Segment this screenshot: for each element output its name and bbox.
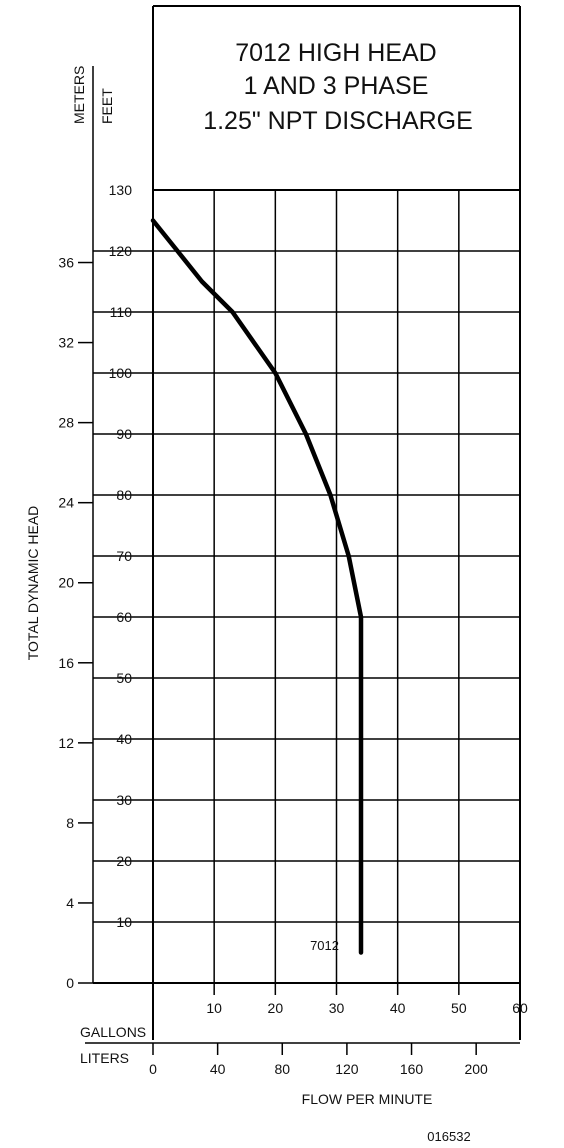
document-code: 016532	[427, 1129, 470, 1144]
liters-tick-label: 160	[400, 1061, 424, 1077]
x-axis-label: FLOW PER MINUTE	[302, 1091, 433, 1107]
meters-tick-label: 8	[66, 815, 74, 831]
liters-tick-label: 0	[149, 1061, 157, 1077]
feet-tick-label: 70	[116, 548, 132, 564]
feet-tick-label: 50	[116, 670, 132, 686]
meters-tick-label: 16	[58, 655, 74, 671]
feet-tick-label: 10	[116, 914, 132, 930]
meters-tick-label: 36	[58, 255, 74, 271]
meters-tick-label: 0	[66, 975, 74, 991]
series-layer	[150, 218, 364, 955]
gallons-unit-label: GALLONS	[80, 1024, 146, 1040]
meters-tick-labels: 0 4 8 12 16 20 24 28 32 36	[58, 255, 93, 991]
feet-tick-label: 130	[109, 182, 133, 198]
y-axis-label: TOTAL DYNAMIC HEAD	[25, 506, 41, 661]
title-line-1: 7012 HIGH HEAD	[235, 39, 436, 67]
gallons-tick-label: 50	[451, 1000, 467, 1016]
liters-tick-label: 80	[274, 1061, 290, 1077]
liters-unit-label: LITERS	[80, 1050, 129, 1066]
liters-tick-label: 200	[464, 1061, 488, 1077]
meters-tick-label: 28	[58, 415, 74, 431]
gallons-tick-label: 10	[206, 1000, 222, 1016]
meters-tick-label: 4	[66, 895, 74, 911]
title-line-2: 1 AND 3 PHASE	[244, 72, 429, 100]
feet-tick-label: 20	[116, 853, 132, 869]
grid-lines	[93, 190, 520, 983]
gallons-tick-label: 30	[329, 1000, 345, 1016]
meters-tick-label: 12	[58, 735, 74, 751]
feet-tick-label: 80	[116, 487, 132, 503]
series-line-7012	[150, 218, 364, 955]
feet-tick-labels: 10 20 30 40 50 60 70 80 90 100 110 120 130	[109, 182, 133, 930]
gallons-tick-label: 20	[268, 1000, 284, 1016]
feet-tick-label: 100	[109, 365, 133, 381]
gallons-tick-label: 60	[512, 1000, 528, 1016]
series-label-7012: 7012	[310, 938, 339, 953]
feet-tick-label: 30	[116, 792, 132, 808]
title-line-3: 1.25" NPT DISCHARGE	[203, 107, 473, 135]
chart-title: 7012 HIGH HEAD 1 AND 3 PHASE 1.25" NPT D…	[203, 39, 473, 135]
gallons-tick-label: 40	[390, 1000, 406, 1016]
feet-tick-label: 110	[110, 304, 133, 320]
feet-tick-label: 40	[116, 731, 132, 747]
chart-frame	[85, 5, 521, 1044]
meters-tick-label: 20	[58, 575, 74, 591]
liters-tick-label: 40	[210, 1061, 226, 1077]
gallons-tick-labels: 10 20 30 40 50 60	[206, 983, 528, 1016]
meters-unit-label: METERS	[71, 66, 87, 124]
meters-tick-label: 32	[58, 335, 74, 351]
liters-tick-labels: 0 40 80 120 160 200	[149, 1043, 488, 1077]
feet-tick-label: 90	[116, 426, 132, 442]
liters-tick-label: 120	[335, 1061, 359, 1077]
meters-tick-label: 24	[58, 495, 74, 511]
feet-tick-label: 60	[116, 609, 132, 625]
feet-unit-label: FEET	[99, 88, 115, 124]
feet-tick-label: 120	[109, 243, 133, 259]
